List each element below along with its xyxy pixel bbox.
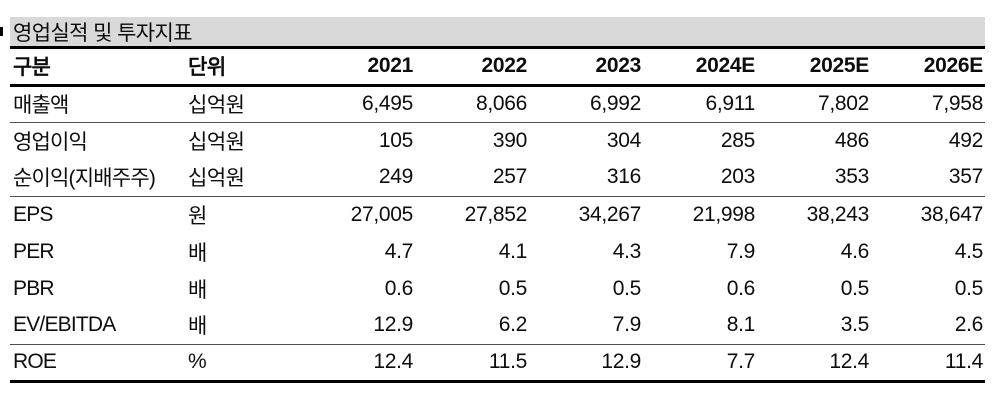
row-label: 영업이익 <box>13 130 88 154</box>
cell-value: 7.7 <box>643 344 757 383</box>
table-row-pbr: PBR 배 0.6 0.5 0.5 0.6 0.5 0.5 <box>10 270 985 307</box>
cell-value: 7.9 <box>726 239 756 263</box>
cell-value: 6,911 <box>643 85 757 123</box>
cell-value: 12.9 <box>301 307 415 345</box>
cell-value: 11.4 <box>871 344 985 383</box>
cell-value: 6.2 <box>415 307 529 345</box>
cell-value: 38,243 <box>806 202 870 226</box>
table-row-roe: ROE % 12.4 11.5 12.9 7.7 12.4 11.4 <box>10 344 985 383</box>
cell-value: 257 <box>415 159 529 197</box>
row-unit: 십억원 <box>188 130 245 154</box>
cell-value: 12.9 <box>529 344 643 383</box>
cell-value: 486 <box>834 128 869 152</box>
col-header-2022: 2022 <box>415 49 529 87</box>
col-header-unit: 단위 <box>188 49 301 87</box>
col-header-category: 구분 <box>10 49 188 87</box>
table-title: 영업실적 및 투자지표 <box>13 21 193 45</box>
cell-value: 7,802 <box>757 85 871 123</box>
table-row-net-profit: 순이익(지배주주) 십억원 249 257 316 203 353 357 <box>10 159 985 197</box>
row-unit: 배 <box>188 278 207 302</box>
cell-value: 304 <box>606 128 641 152</box>
table-row-ev-ebitda: EV/EBITDA 배 12.9 6.2 7.9 8.1 3.5 2.6 <box>10 307 985 345</box>
cell-value: 12.4 <box>301 344 415 383</box>
cell-value: 4.6 <box>840 239 870 263</box>
cell-value: 353 <box>757 159 871 197</box>
cell-value: 0.5 <box>498 276 528 300</box>
row-unit: 배 <box>188 307 301 345</box>
cell-value: 12.4 <box>757 344 871 383</box>
row-label: EPS <box>13 202 53 226</box>
table-row-eps: EPS 원 27,005 27,852 34,267 21,998 38,243… <box>10 196 985 233</box>
table-title-bar: 영업실적 및 투자지표 <box>10 17 985 49</box>
cell-value: 0.5 <box>954 276 984 300</box>
cell-value: 4.3 <box>612 239 642 263</box>
cell-value: 203 <box>643 159 757 197</box>
row-label: PER <box>13 239 55 263</box>
cell-value: 4.1 <box>498 239 528 263</box>
col-header-2026e: 2026E <box>871 49 985 87</box>
cell-value: 0.6 <box>726 276 756 300</box>
cell-value: 34,267 <box>578 202 642 226</box>
cell-value: 492 <box>948 128 983 152</box>
row-label: EV/EBITDA <box>10 307 188 345</box>
cell-value: 4.5 <box>954 239 984 263</box>
table-row-per: PER 배 4.7 4.1 4.3 7.9 4.6 4.5 <box>10 233 985 270</box>
cell-value: 38,647 <box>920 202 984 226</box>
cell-value: 390 <box>492 128 527 152</box>
cell-value: 105 <box>378 128 413 152</box>
cell-value: 7.9 <box>529 307 643 345</box>
cell-value: 27,005 <box>350 202 414 226</box>
cell-value: 11.5 <box>415 344 529 383</box>
col-header-2023: 2023 <box>529 49 643 87</box>
row-label: 순이익(지배주주) <box>10 159 188 197</box>
cell-value: 0.6 <box>384 276 414 300</box>
table-row-operating-profit: 영업이익 십억원 105 390 304 285 486 492 <box>10 122 985 159</box>
cell-value: 249 <box>301 159 415 197</box>
col-header-2025e: 2025E <box>757 49 871 87</box>
row-unit: 배 <box>188 241 207 265</box>
cell-value: 6,495 <box>301 85 415 123</box>
cell-value: 4.7 <box>384 239 414 263</box>
table-header-row: 구분 단위 2021 2022 2023 2024E 2025E 2026E <box>10 49 985 87</box>
left-edge-tick <box>0 27 3 36</box>
cell-value: 3.5 <box>757 307 871 345</box>
cell-value: 8.1 <box>643 307 757 345</box>
financials-table: 구분 단위 2021 2022 2023 2024E 2025E 2026E 매… <box>10 49 985 383</box>
row-unit: % <box>188 344 301 383</box>
row-unit: 십억원 <box>188 159 301 197</box>
cell-value: 357 <box>871 159 985 197</box>
row-label: PBR <box>13 276 55 300</box>
cell-value: 316 <box>529 159 643 197</box>
col-header-2021: 2021 <box>301 49 415 87</box>
cell-value: 6,992 <box>529 85 643 123</box>
cell-value: 27,852 <box>464 202 528 226</box>
cell-value: 7,958 <box>871 85 985 123</box>
row-unit: 원 <box>188 204 207 228</box>
row-unit: 십억원 <box>188 85 301 123</box>
cell-value: 285 <box>720 128 755 152</box>
row-label: ROE <box>10 344 188 383</box>
cell-value: 2.6 <box>871 307 985 345</box>
row-label: 매출액 <box>10 85 188 123</box>
cell-value: 0.5 <box>612 276 642 300</box>
table-row-revenue: 매출액 십억원 6,495 8,066 6,992 6,911 7,802 7,… <box>10 85 985 123</box>
cell-value: 21,998 <box>692 202 756 226</box>
cell-value: 8,066 <box>415 85 529 123</box>
col-header-2024e: 2024E <box>643 49 757 87</box>
cell-value: 0.5 <box>840 276 870 300</box>
table-section: 영업실적 및 투자지표 구분 단위 2021 2022 2023 2024E 2… <box>10 17 985 383</box>
